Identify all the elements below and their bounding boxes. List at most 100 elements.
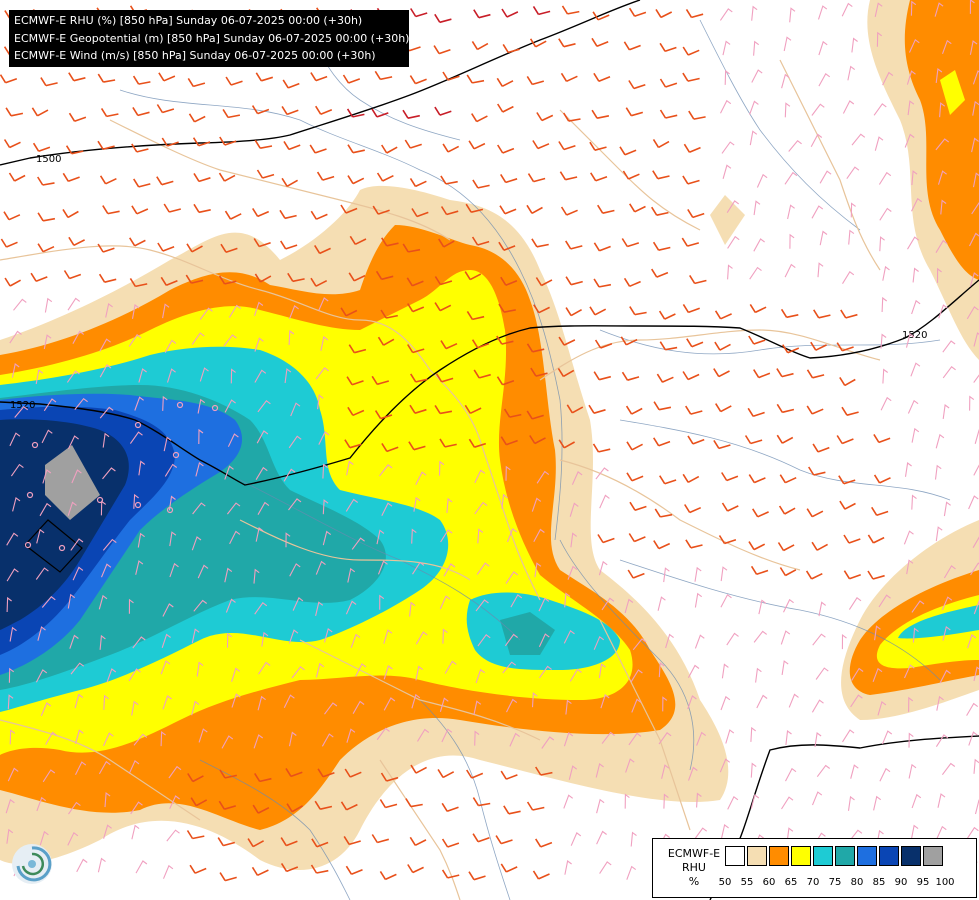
wind-barb (255, 72, 274, 82)
wind-barb (6, 568, 19, 582)
wind-barb (317, 394, 324, 410)
wind-barb (779, 567, 797, 577)
wind-barb (651, 268, 669, 278)
wind-barb (219, 769, 237, 779)
wind-barb (66, 370, 80, 383)
wind-barb (753, 630, 768, 643)
wind-barb (882, 71, 894, 86)
wind-barb (630, 831, 637, 847)
wind-barb (193, 172, 211, 183)
wind-barb (973, 374, 979, 383)
wind-barb (935, 825, 947, 840)
wind-barb (752, 508, 769, 518)
wind-barb (812, 443, 830, 453)
wind-barb (191, 536, 202, 551)
wind-barb (193, 203, 211, 214)
wind-barb (501, 493, 508, 509)
wind-barb (381, 502, 393, 517)
wind-barb (226, 632, 233, 648)
wind-barb (168, 495, 176, 511)
calm-wind-marker (134, 501, 142, 509)
wind-barb (347, 567, 356, 583)
wind-barb (908, 38, 920, 53)
wind-barb (694, 634, 705, 649)
border (299, 639, 541, 741)
border (779, 59, 881, 271)
wind-barb (477, 528, 484, 544)
wind-barb (376, 727, 390, 741)
wind-barb (560, 206, 578, 216)
wind-barb (253, 238, 271, 248)
wind-barb (787, 204, 795, 220)
wind-barb (682, 303, 700, 314)
wind-barb (561, 5, 580, 15)
wind-barb (434, 302, 452, 312)
wind-barb (968, 495, 979, 510)
wind-barb (751, 69, 763, 83)
wind-barb (838, 475, 856, 485)
wind-barb (67, 501, 77, 516)
wind-barb (781, 796, 794, 810)
wind-barb (867, 534, 885, 544)
legend-swatch (725, 846, 745, 866)
wind-barb (714, 310, 732, 320)
wind-barb (565, 307, 582, 317)
wind-barb (411, 528, 417, 544)
wind-barb (193, 599, 208, 612)
wind-barb (811, 103, 825, 116)
wind-barb (224, 399, 236, 413)
wind-barb (943, 565, 956, 579)
wind-barb (290, 402, 301, 417)
wind-barb (535, 277, 553, 287)
wind-barb (257, 501, 270, 515)
wind-barb (68, 72, 86, 82)
wind-barb (907, 399, 919, 414)
wind-barb (76, 858, 88, 873)
wind-barb (687, 664, 700, 679)
wind-barb (226, 502, 241, 515)
wind-barb (506, 528, 518, 543)
wind-barb (500, 436, 518, 446)
wind-barb (315, 367, 329, 380)
wind-barb (132, 636, 146, 649)
wind-barb (351, 537, 365, 550)
wind-barb (133, 733, 148, 746)
wind-barb (810, 341, 827, 351)
wind-barb (506, 698, 518, 713)
wind-barb (36, 796, 47, 812)
legend-model: ECMWF-E (667, 847, 721, 860)
wind-barb (102, 538, 117, 551)
wind-barb (131, 304, 140, 319)
wind-barb (972, 536, 979, 548)
wind-barb (254, 772, 272, 783)
wind-barb (652, 170, 670, 180)
wind-barb (721, 472, 739, 482)
wind-barb (376, 172, 394, 182)
legend-swatch (901, 846, 921, 866)
wind-barb (526, 410, 544, 420)
wind-barb (936, 267, 942, 283)
wind-barb (558, 336, 576, 346)
wind-barb (191, 700, 200, 716)
wind-barb (99, 338, 111, 352)
wind-barb (682, 371, 700, 381)
wind-barb (655, 8, 673, 19)
wind-barb (903, 530, 914, 545)
contour-label-1500: 1500 (36, 154, 61, 165)
wind-barb (162, 864, 174, 879)
wind-barb (629, 501, 647, 511)
wind-barb (3, 211, 21, 221)
wind-barb (415, 665, 424, 681)
wind-barb (685, 539, 703, 549)
wind-barb (286, 803, 303, 813)
wind-barb (570, 832, 582, 846)
legend-title: ECMWF-E RHU % (659, 847, 729, 889)
wind-barb (346, 376, 364, 386)
wind-barb (379, 464, 393, 477)
wind-barb (465, 203, 484, 213)
wind-barb (559, 171, 578, 181)
wind-barb (377, 560, 388, 575)
wind-barb (942, 625, 951, 641)
wind-barb (661, 764, 670, 779)
